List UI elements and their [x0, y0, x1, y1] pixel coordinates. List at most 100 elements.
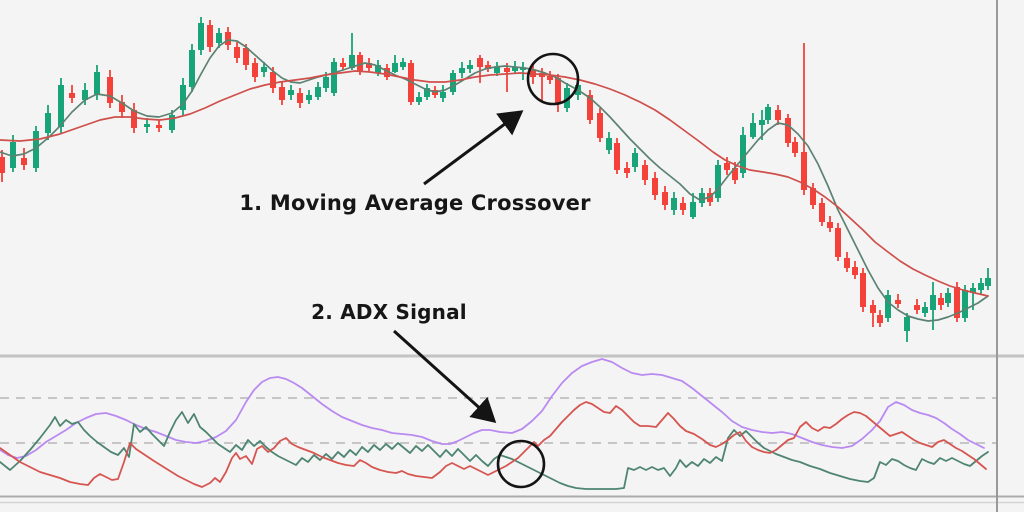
candle — [827, 216, 833, 232]
candle-body — [885, 295, 891, 318]
candle-body — [642, 165, 648, 180]
candle — [400, 58, 406, 70]
candle — [606, 132, 612, 154]
candle — [0, 150, 5, 182]
candle — [860, 268, 866, 312]
candle-body — [45, 113, 51, 133]
candle — [597, 108, 603, 142]
candle — [69, 85, 75, 103]
candle-body — [759, 120, 765, 125]
candle — [180, 78, 186, 115]
candle — [690, 193, 696, 219]
candle-body — [119, 102, 125, 112]
di-green-line — [0, 411, 989, 490]
candle-body — [58, 85, 64, 127]
adx-panel — [0, 358, 997, 490]
candle — [21, 148, 27, 170]
candle — [315, 82, 321, 100]
candle — [189, 44, 195, 92]
candle — [699, 188, 705, 207]
crossover-arrow — [423, 110, 524, 186]
candle-body — [198, 23, 204, 50]
candle — [810, 183, 816, 209]
candle — [792, 137, 798, 157]
candle — [392, 55, 398, 73]
candle-body — [357, 55, 363, 72]
candle-body — [107, 77, 113, 103]
candle — [144, 118, 150, 133]
candle-body — [652, 178, 658, 195]
candle-body — [243, 48, 249, 65]
candle — [775, 105, 781, 125]
candle — [555, 74, 561, 112]
candle — [945, 288, 951, 307]
candle — [904, 313, 910, 342]
candle — [652, 172, 658, 200]
candle — [642, 160, 648, 185]
candle-body — [180, 85, 186, 110]
candle — [450, 70, 456, 95]
candle — [459, 62, 465, 78]
candle-body — [606, 138, 612, 150]
candle — [632, 148, 638, 172]
candle-body — [750, 123, 756, 137]
candle — [587, 90, 593, 124]
candle — [82, 83, 88, 105]
candle-body — [930, 295, 936, 310]
candle-body — [564, 88, 570, 108]
candle-body — [877, 315, 883, 323]
candle-body — [297, 93, 303, 103]
candle-body — [323, 77, 329, 88]
candle-body — [835, 228, 841, 257]
candle — [119, 95, 125, 118]
candle — [416, 92, 422, 105]
candle — [243, 44, 249, 70]
candle — [288, 85, 294, 100]
candle-body — [340, 63, 346, 67]
candle-body — [914, 305, 920, 310]
candle-body — [614, 143, 620, 170]
candle-body — [970, 288, 976, 293]
candle — [680, 197, 686, 215]
candle-body — [819, 203, 825, 222]
candle — [261, 62, 267, 77]
candle-body — [169, 115, 175, 130]
candle — [835, 223, 841, 261]
candle — [877, 310, 883, 327]
candle-body — [922, 307, 928, 313]
candle-body — [680, 203, 686, 210]
candle — [844, 252, 850, 272]
candle-body — [699, 193, 705, 203]
candle — [494, 62, 500, 76]
candle-body — [860, 273, 866, 307]
price-panel — [0, 17, 991, 342]
candle — [930, 282, 936, 330]
candle-body — [775, 110, 781, 120]
candle-body — [512, 67, 518, 71]
candle — [819, 198, 825, 226]
crossover-circle — [526, 52, 580, 106]
candle — [870, 300, 876, 327]
candle-body — [261, 67, 267, 72]
candle-body — [978, 283, 984, 290]
candle — [45, 105, 51, 140]
candle-body — [207, 25, 213, 47]
candle — [895, 294, 901, 308]
candle — [520, 62, 526, 80]
candle-body — [690, 202, 696, 217]
candle — [440, 85, 446, 102]
candle — [801, 43, 807, 195]
candle-body — [810, 188, 816, 205]
candle-body — [732, 168, 738, 180]
candle-body — [467, 65, 473, 69]
candle-body — [225, 32, 231, 45]
candle — [349, 33, 355, 70]
candle-body — [400, 62, 406, 67]
candle-body — [962, 290, 968, 318]
candle-body — [555, 78, 561, 103]
candle-body — [384, 68, 390, 77]
candle-body — [597, 113, 603, 138]
candle-body — [156, 125, 162, 128]
candle-body — [131, 110, 137, 128]
candle — [424, 84, 430, 100]
